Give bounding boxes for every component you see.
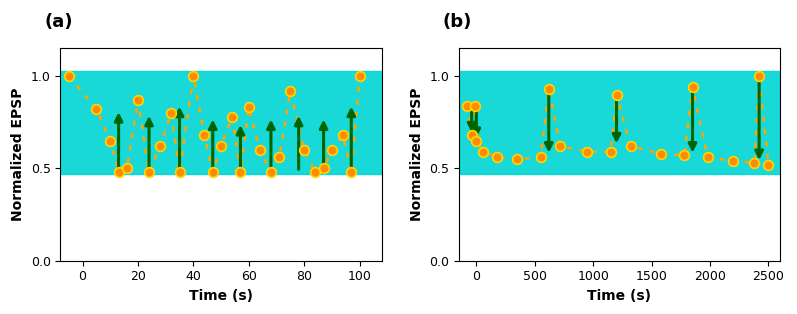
Text: (a): (a) <box>45 14 73 31</box>
Bar <box>61 71 382 174</box>
Text: (b): (b) <box>443 14 472 31</box>
X-axis label: Time (s): Time (s) <box>587 289 651 303</box>
X-axis label: Time (s): Time (s) <box>189 289 253 303</box>
Y-axis label: Normalized EPSP: Normalized EPSP <box>410 88 423 221</box>
Bar <box>459 71 780 174</box>
Y-axis label: Normalized EPSP: Normalized EPSP <box>11 88 26 221</box>
